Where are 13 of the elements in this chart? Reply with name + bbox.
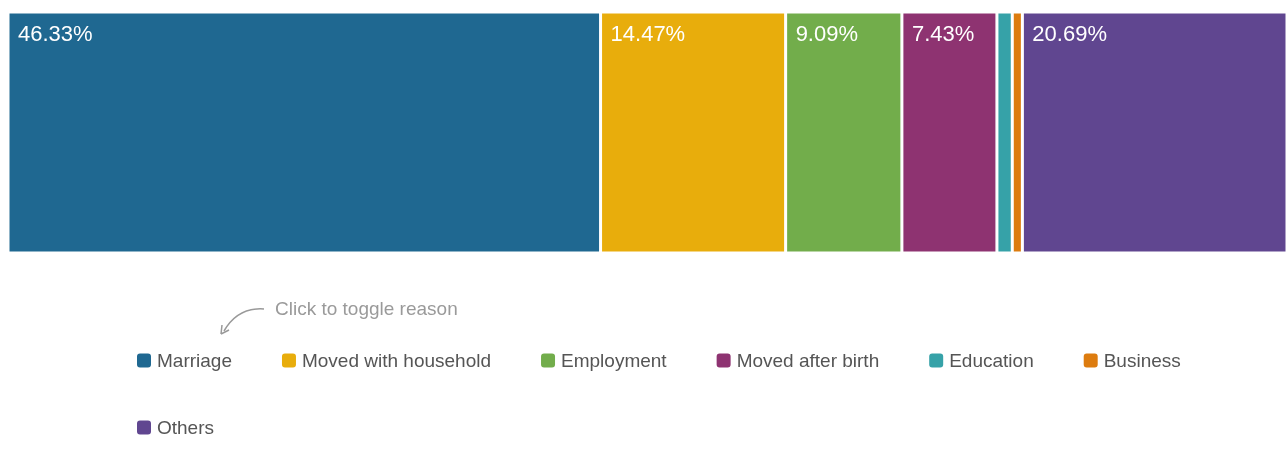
legend-label: Business bbox=[1103, 350, 1181, 371]
data-label: 7.43% bbox=[911, 20, 975, 46]
legend-label: Moved after birth bbox=[736, 350, 880, 371]
legend-label: Employment bbox=[561, 350, 668, 371]
legend-label: Others bbox=[157, 417, 215, 438]
legend-label: Marriage bbox=[157, 350, 232, 371]
text: Click to toggle reason bbox=[275, 298, 458, 320]
data-label: 9.09% bbox=[795, 20, 859, 46]
data-label: 14.47% bbox=[610, 20, 686, 46]
legend-label: Moved with household bbox=[301, 350, 492, 371]
legend-label: Education bbox=[949, 350, 1034, 371]
data-label: 20.69% bbox=[1032, 20, 1107, 46]
data-label: 46.33% bbox=[18, 20, 93, 46]
